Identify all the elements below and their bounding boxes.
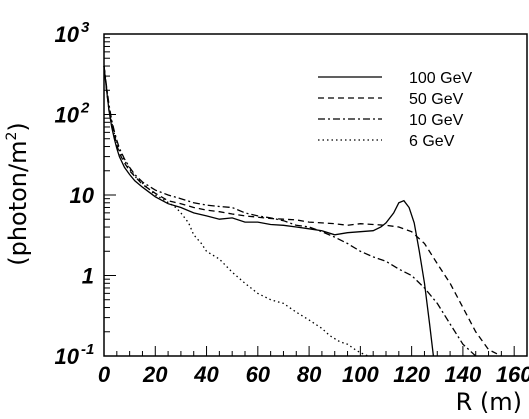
series-line-6-gev — [103, 65, 374, 357]
series-line-100-gev — [103, 65, 435, 357]
x-tick-label: 80 — [297, 362, 322, 387]
legend-label-10-gev: 10 GeV — [409, 112, 464, 129]
x-tick-label: 120 — [393, 362, 430, 387]
y-axis-title-close: ) — [4, 122, 32, 131]
y-tick-label: 1 — [82, 264, 94, 289]
legend-label-50-gev: 50 GeV — [409, 91, 464, 108]
series-line-10-gev — [103, 65, 477, 357]
y-tick-exponent: -1 — [81, 341, 94, 358]
y-axis-title-sup: 2 — [4, 132, 20, 141]
legend-label-6-gev: 6 GeV — [409, 133, 455, 150]
y-tick-label: 10 — [55, 22, 80, 47]
y-axis-title-main: (photon/m — [4, 141, 32, 266]
x-tick-label: 160 — [496, 362, 529, 387]
y-tick-exponent: 3 — [81, 19, 90, 36]
series-line-50-gev — [103, 65, 502, 357]
x-tick-label: 40 — [193, 362, 219, 387]
series-layer — [103, 65, 502, 357]
x-tick-label: 20 — [142, 362, 168, 387]
x-tick-label: 60 — [246, 362, 271, 387]
svg-text:(photon/m2): (photon/m2) — [4, 122, 32, 266]
y-tick-label: 10 — [70, 183, 95, 208]
y-tick-label: 10 — [55, 103, 80, 128]
x-tick-label: 0 — [98, 362, 111, 387]
y-tick-exponent: 2 — [80, 100, 90, 117]
y-axis-title: (photon/m2) — [4, 122, 32, 266]
x-axis-title: R (m) — [456, 388, 522, 416]
legend-label-100-gev: 100 GeV — [409, 70, 472, 87]
legend: 100 GeV 50 GeV 10 GeV 6 GeV — [318, 70, 472, 150]
y-tick-label: 10 — [55, 344, 80, 369]
tick-layer — [103, 33, 528, 357]
x-tick-label: 100 — [342, 362, 379, 387]
x-tick-label: 140 — [445, 362, 482, 387]
